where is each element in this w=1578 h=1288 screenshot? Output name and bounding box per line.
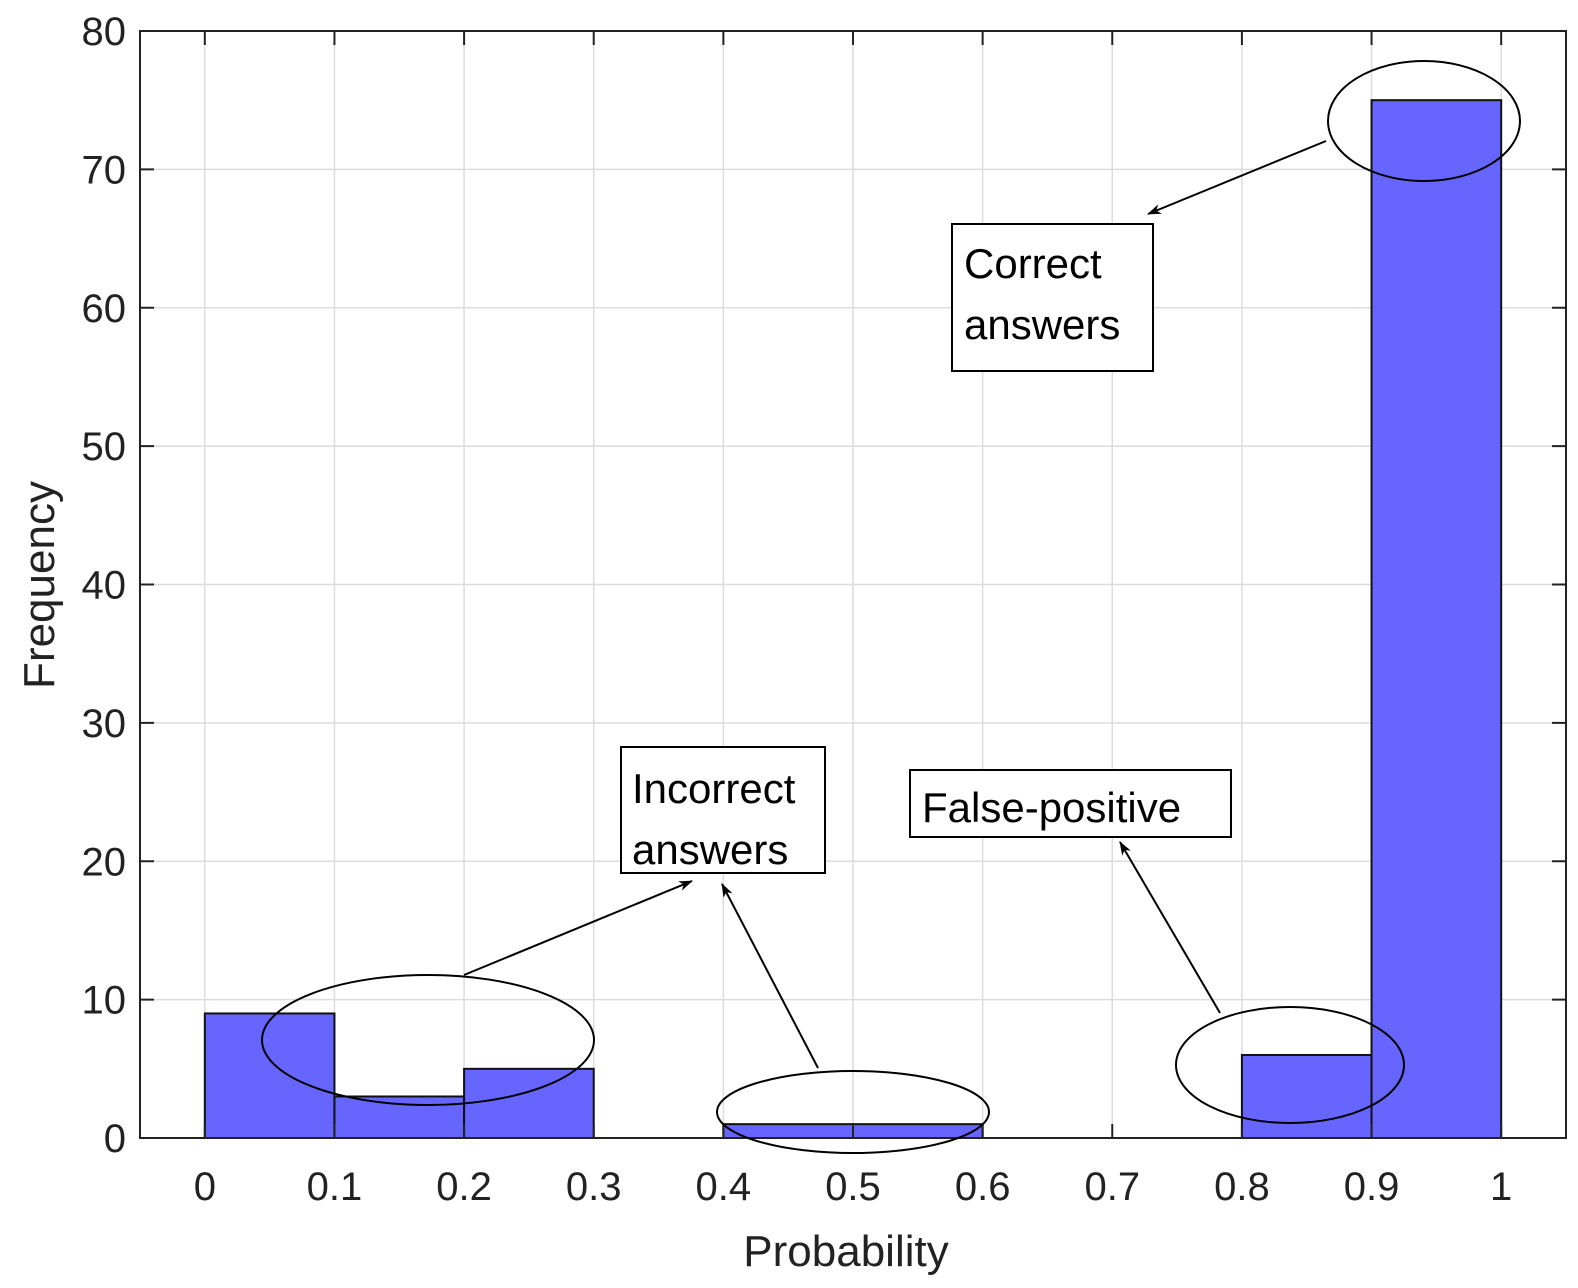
annotation-text-incorrect-line1: Incorrect [632, 765, 796, 812]
annotation-ellipse-false-positive [1175, 1006, 1405, 1124]
x-tick-label-4: 0.4 [696, 1165, 752, 1209]
x-tick-label-10: 1 [1490, 1165, 1512, 1209]
x-tick-label-5: 0.5 [825, 1165, 881, 1209]
y-tick-label-8: 80 [82, 10, 127, 54]
x-tick-label-3: 0.3 [566, 1165, 622, 1209]
annotation-box-false-positive [909, 769, 1232, 838]
annotation-correct-answers: Correct answers [951, 60, 1521, 372]
annotation-incorrect-answers: Incorrect answers [261, 746, 990, 1154]
y-tick-labels: 0 10 20 30 40 50 60 70 80 [82, 10, 127, 1161]
annotation-box-incorrect [620, 746, 826, 874]
annotation-text-incorrect-line2: answers [632, 826, 788, 873]
histogram-bar-8 [1240, 1053, 1373, 1139]
y-tick-label-6: 60 [82, 287, 127, 331]
y-tick-label-2: 20 [82, 840, 127, 884]
annotation-arrow-incorrect-2 [721, 883, 819, 1069]
histogram-bars [203, 99, 1503, 1140]
x-tick-label-9: 0.9 [1344, 1165, 1400, 1209]
grid-lines [140, 30, 1566, 1139]
annotation-box-correct [951, 223, 1154, 372]
axis-ticks [140, 30, 1566, 1139]
annotation-arrow-false-positive [1119, 841, 1221, 1014]
x-tick-label-7: 0.7 [1084, 1165, 1140, 1209]
annotation-arrow-correct [1147, 140, 1327, 215]
x-tick-label-8: 0.8 [1214, 1165, 1270, 1209]
x-tick-label-6: 0.6 [955, 1165, 1011, 1209]
histogram-bar-9 [1370, 99, 1503, 1139]
y-tick-label-0: 0 [104, 1117, 126, 1161]
annotation-arrow-incorrect-1 [463, 880, 693, 976]
annotation-text-correct-line1: Correct [964, 240, 1102, 287]
annotation-ellipse-correct [1327, 60, 1521, 182]
annotation-ellipse-incorrect-low [261, 974, 595, 1106]
annotation-false-positive: False-positive [909, 769, 1405, 1124]
x-axis-label: Probability [743, 1227, 948, 1276]
histogram-bar-1 [333, 1095, 466, 1140]
annotation-text-false-positive: False-positive [922, 784, 1181, 831]
x-tick-label-1: 0.1 [307, 1165, 363, 1209]
y-tick-label-7: 70 [82, 148, 127, 192]
histogram-bar-2 [463, 1067, 595, 1139]
y-tick-label-1: 10 [82, 979, 127, 1023]
y-axis-label: Frequency [15, 481, 64, 689]
histogram-bar-0 [203, 1012, 336, 1140]
y-tick-label-5: 50 [82, 425, 127, 469]
y-tick-label-4: 40 [82, 564, 127, 608]
annotation-ellipse-incorrect-mid [716, 1070, 990, 1154]
annotation-text-correct-line2: answers [964, 301, 1120, 348]
x-tick-label-2: 0.2 [436, 1165, 492, 1209]
x-tick-label-0: 0 [194, 1165, 216, 1209]
x-tick-labels: 0 0.1 0.2 0.3 0.4 0.5 0.6 0.7 0.8 0.9 1 [194, 1165, 1513, 1209]
y-tick-label-3: 30 [82, 702, 127, 746]
